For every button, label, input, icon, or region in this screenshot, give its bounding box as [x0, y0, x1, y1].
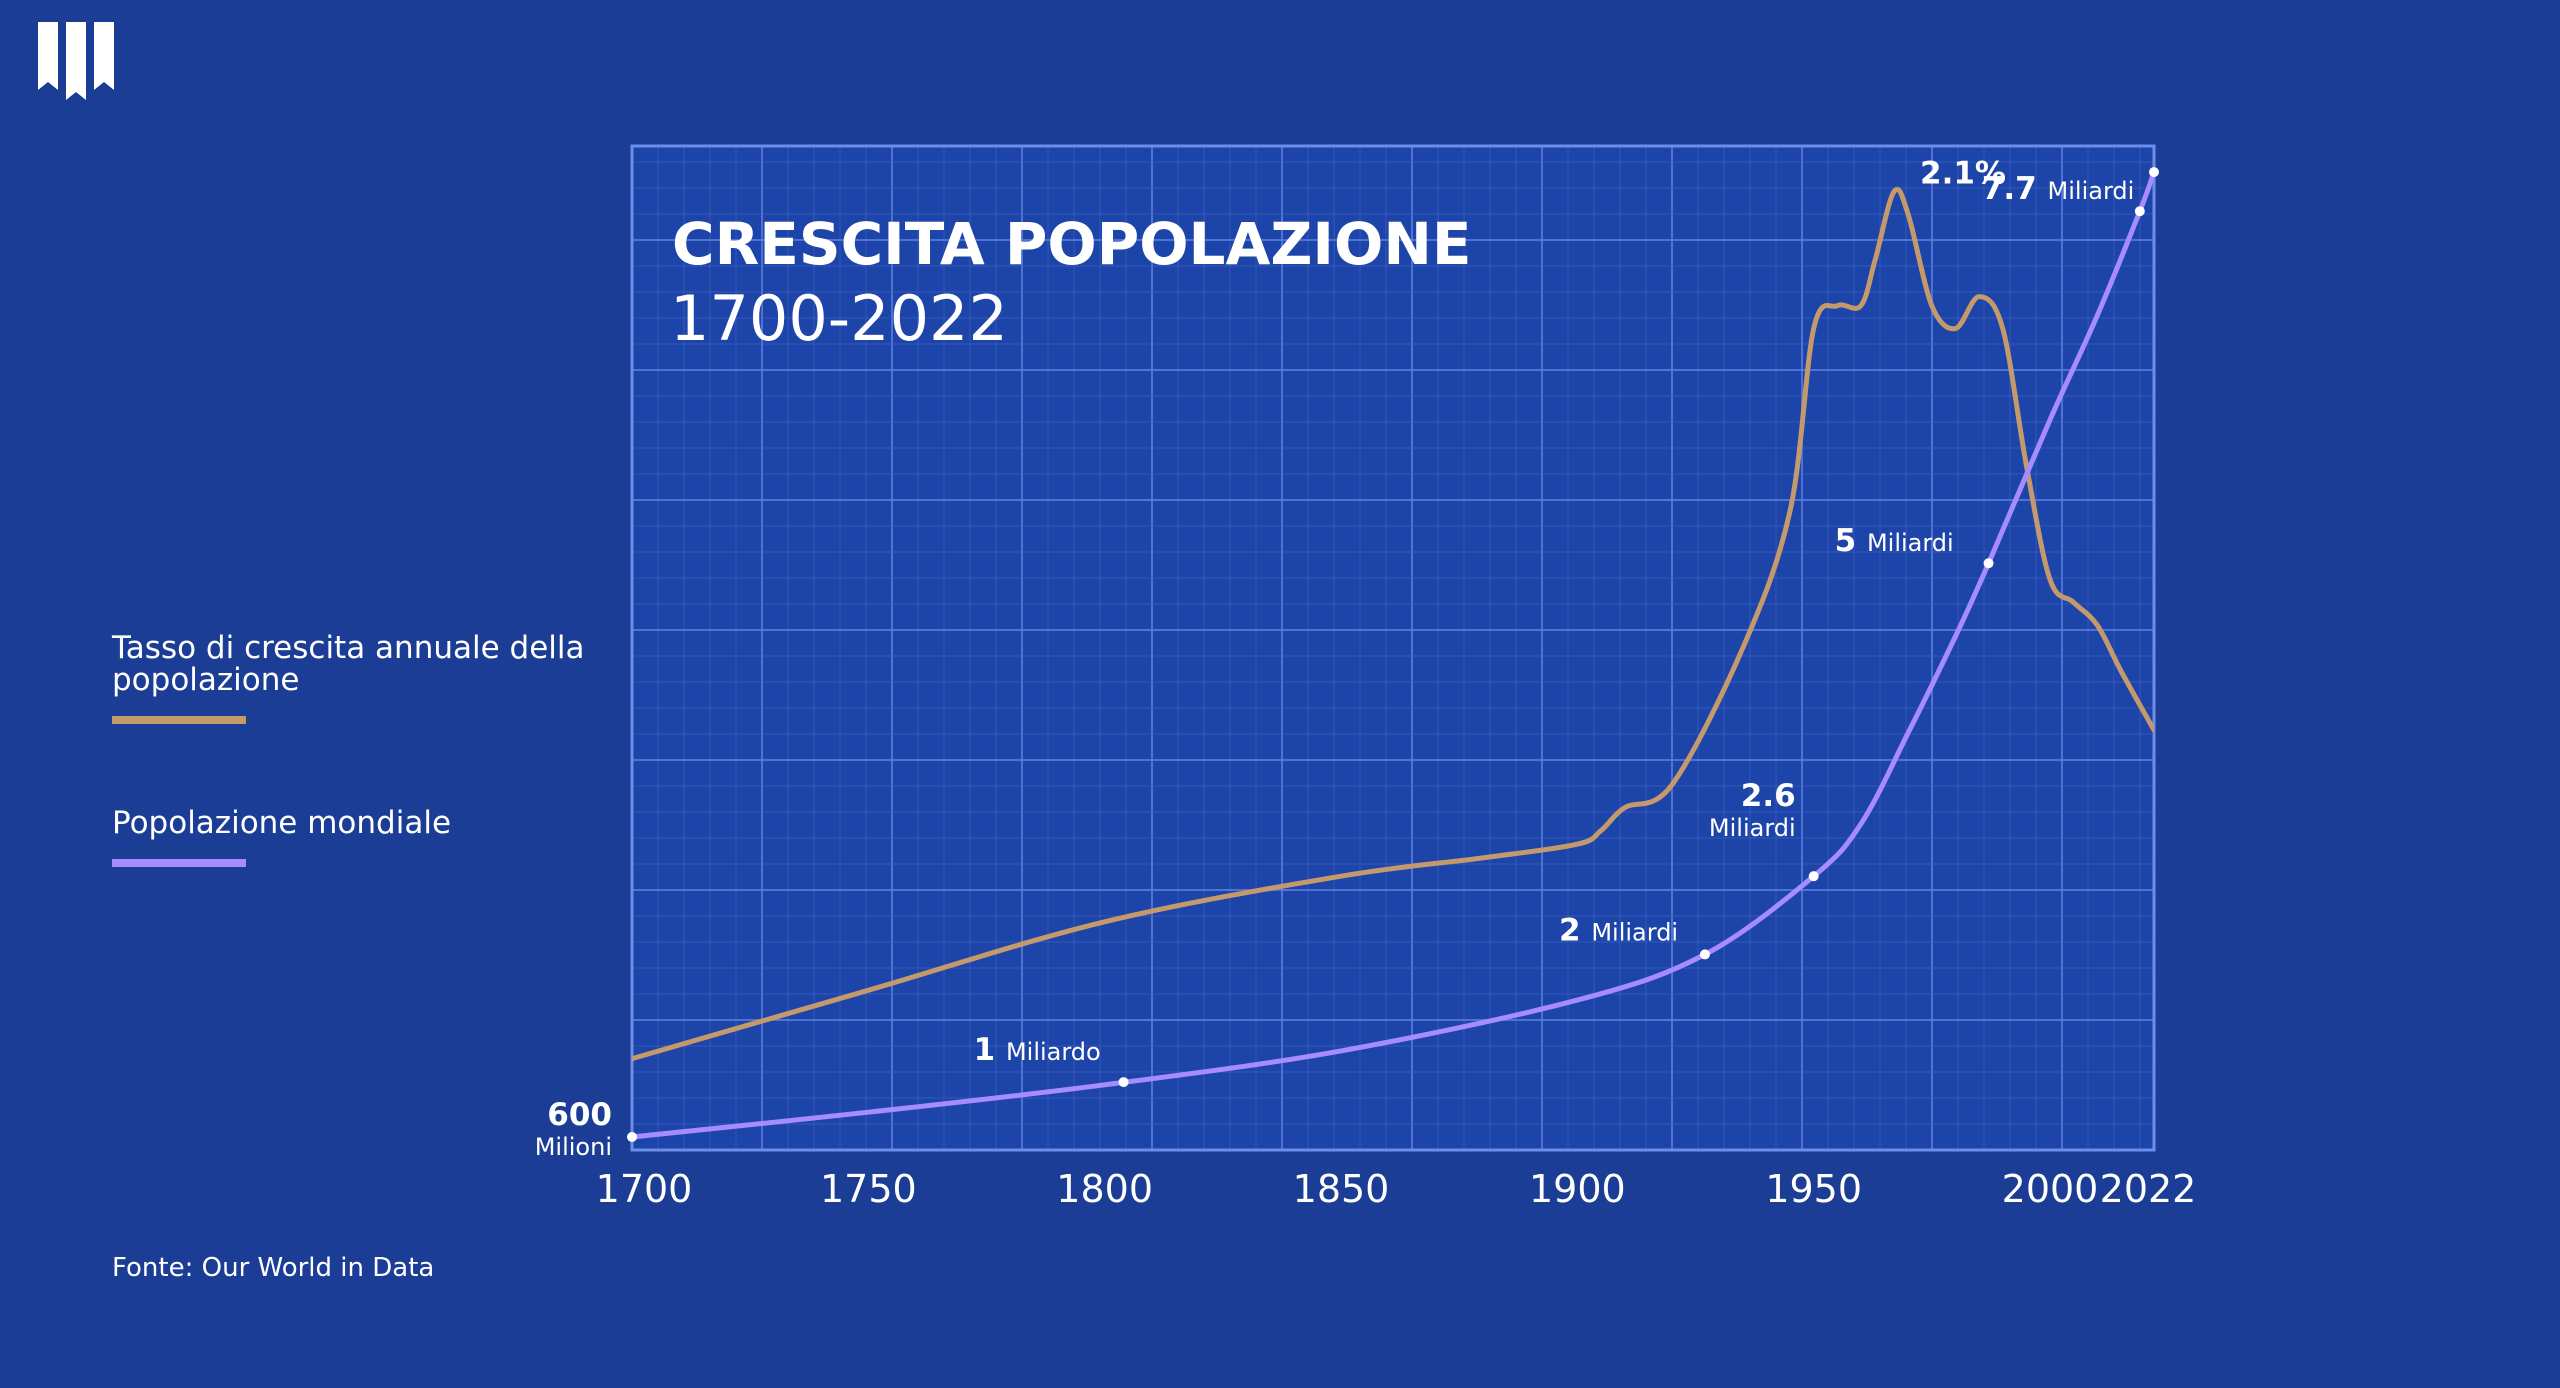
- legend-swatch-growth: [112, 716, 246, 724]
- chart-subtitle: 1700-2022: [670, 282, 1008, 355]
- marker-unit-label: Milioni: [535, 1133, 612, 1161]
- x-tick-label: 1700: [596, 1167, 693, 1211]
- population-marker: [1699, 949, 1710, 960]
- population-marker: [2149, 167, 2159, 178]
- x-tick-label: 1900: [1529, 1167, 1626, 1211]
- marker-unit-label: Miliardi: [1867, 529, 1954, 557]
- population-marker: [1983, 558, 1994, 569]
- legend-label-growth: Tasso di crescita annuale della popolazi…: [112, 630, 585, 698]
- x-tick-label: 1800: [1056, 1167, 1153, 1211]
- population-marker: [2134, 206, 2145, 217]
- chart-title: CRESCITA POPOLAZIONE: [672, 210, 1471, 278]
- marker-label: 7.7 Miliardi: [1982, 171, 2134, 207]
- x-tick-label: 1750: [820, 1167, 917, 1211]
- source-note: Fonte: Our World in Data: [112, 1253, 435, 1283]
- annotations: 2.1%: [1920, 156, 2006, 192]
- grid: [631, 146, 2154, 1151]
- marker-unit-label: Miliardi: [2048, 177, 2135, 205]
- marker-unit-label: Miliardo: [1006, 1038, 1101, 1066]
- legend-label-population: Popolazione mondiale: [112, 805, 452, 841]
- peak-annotation: 2.1%: [1920, 156, 2006, 192]
- x-tick-label: 1850: [1293, 1167, 1390, 1211]
- marker-label: 5 Miliardi: [1835, 523, 1954, 559]
- marker-value-label: 600: [547, 1097, 612, 1133]
- plot-frame: [630, 144, 2156, 1152]
- growth-rate-line: [632, 186, 2154, 1062]
- marker-value-label: 1: [974, 1032, 1006, 1068]
- population-marker: [1808, 871, 1819, 882]
- marker-value-label: 2.6: [1741, 778, 1796, 814]
- legend-swatch-population: [112, 859, 246, 867]
- x-tick-label: 1950: [1765, 1167, 1862, 1211]
- marker-value-label: 2: [1559, 912, 1591, 948]
- x-tick-label: 2022: [2100, 1167, 2197, 1211]
- marker-unit-label: Miliardi: [1591, 918, 1678, 946]
- x-axis-ticks: 1700 1750 1800 1850 1900 1950 2000 2022: [596, 1167, 2197, 1211]
- marker-unit-label: Miliardi: [1709, 814, 1796, 842]
- marker-label: 2 Miliardi: [1559, 912, 1678, 948]
- legend-item-population: Popolazione mondiale: [112, 807, 592, 867]
- population-marker: [1118, 1077, 1129, 1088]
- marker-label: 1 Miliardo: [974, 1032, 1101, 1068]
- population-marker: [627, 1131, 637, 1142]
- marker-value-label: 5: [1835, 523, 1867, 559]
- x-tick-label: 2000: [2002, 1167, 2099, 1211]
- legend-item-growth: Tasso di crescita annuale della popolazi…: [112, 632, 592, 724]
- marker-value-label: 7.7: [1982, 171, 2048, 207]
- brand-logo: [38, 22, 114, 100]
